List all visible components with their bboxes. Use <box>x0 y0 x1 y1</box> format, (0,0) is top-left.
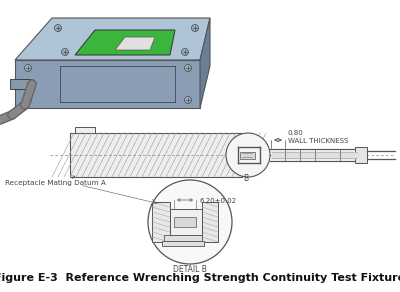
Bar <box>174 217 196 227</box>
Bar <box>164 235 202 241</box>
Polygon shape <box>15 60 200 108</box>
Circle shape <box>182 48 188 55</box>
Circle shape <box>192 25 198 32</box>
Polygon shape <box>75 30 175 55</box>
Circle shape <box>226 133 270 177</box>
Circle shape <box>184 65 192 72</box>
Bar <box>10 79 32 89</box>
Text: 0.80
WALL THICKNESS: 0.80 WALL THICKNESS <box>288 130 348 144</box>
Text: 6.20±0.02: 6.20±0.02 <box>200 198 237 204</box>
Bar <box>240 152 255 159</box>
Polygon shape <box>200 18 210 108</box>
Circle shape <box>54 25 62 32</box>
Circle shape <box>24 65 32 72</box>
Circle shape <box>184 96 192 103</box>
Polygon shape <box>115 37 155 50</box>
Text: Receptacle Mating Datum A: Receptacle Mating Datum A <box>5 176 106 186</box>
Circle shape <box>24 96 32 103</box>
Circle shape <box>62 48 68 55</box>
Bar <box>162 241 204 246</box>
Text: Figure E-3  Reference Wrenching Strength Continuity Test Fixture: Figure E-3 Reference Wrenching Strength … <box>0 273 400 283</box>
Text: B: B <box>244 174 248 183</box>
Bar <box>75 127 95 133</box>
Bar <box>202 202 218 242</box>
Bar <box>170 209 202 235</box>
Bar <box>70 133 242 177</box>
Polygon shape <box>15 18 210 60</box>
Bar <box>355 147 367 163</box>
Circle shape <box>148 180 232 264</box>
Bar <box>152 202 170 242</box>
Text: DETAIL B: DETAIL B <box>173 265 207 274</box>
